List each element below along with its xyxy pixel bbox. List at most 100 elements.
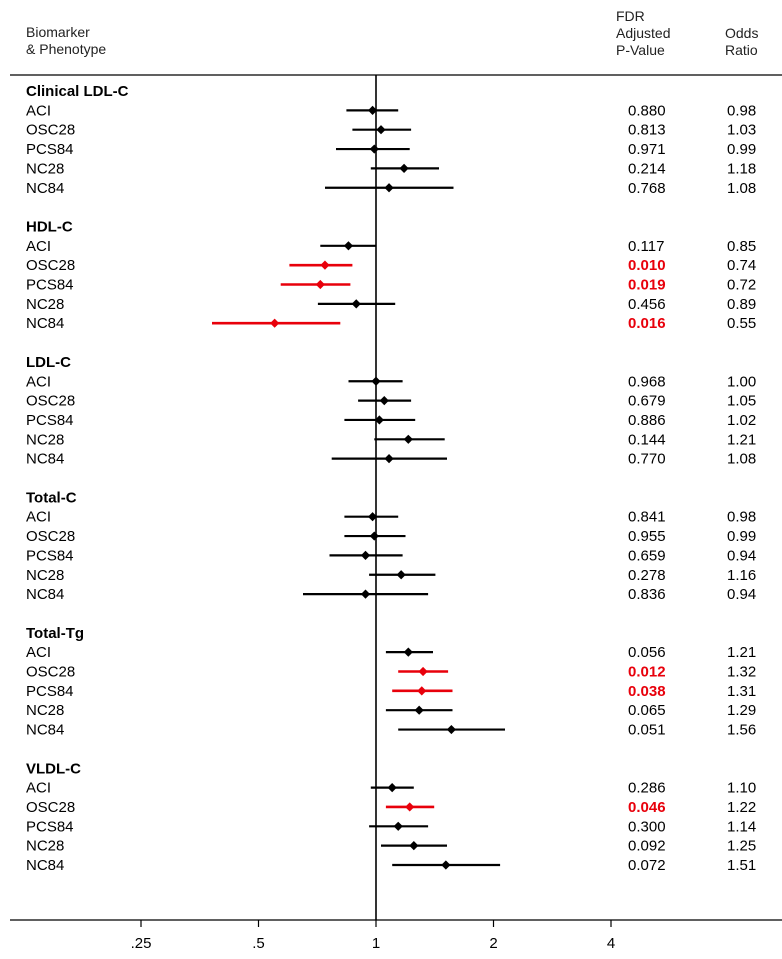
p-value: 0.092 (628, 838, 666, 855)
point-estimate (360, 589, 371, 599)
p-value: 0.659 (628, 547, 666, 564)
header-adjusted: Adjusted (616, 25, 670, 41)
odds-ratio: 0.99 (727, 141, 756, 158)
point-estimate (396, 570, 406, 580)
row-label: NC28 (26, 431, 64, 448)
x-tick-label: 1 (372, 935, 380, 952)
point-estimate (320, 260, 330, 270)
row-label: NC28 (26, 567, 64, 584)
group-title: VLDL-C (26, 760, 81, 777)
row-label: PCS84 (26, 818, 74, 835)
p-value: 0.016 (628, 315, 666, 332)
point-estimate (409, 841, 419, 851)
p-value: 0.768 (628, 180, 666, 197)
row-label: ACI (26, 780, 51, 797)
odds-ratio: 0.72 (727, 277, 756, 294)
p-value: 0.836 (628, 586, 666, 603)
row-label: NC84 (26, 586, 64, 603)
odds-ratio: 0.99 (727, 528, 756, 545)
group-title: Total-C (26, 489, 77, 506)
p-value: 0.880 (628, 102, 666, 119)
p-value: 0.214 (628, 160, 666, 177)
header-phenotype: & Phenotype (26, 41, 106, 57)
p-value: 0.770 (628, 451, 666, 468)
odds-ratio: 0.85 (727, 238, 756, 255)
point-estimate (384, 454, 394, 464)
row-label: NC28 (26, 702, 64, 719)
p-value: 0.286 (628, 780, 666, 797)
point-estimate (446, 724, 456, 735)
group-title: LDL-C (26, 354, 71, 371)
point-estimate (417, 686, 427, 696)
odds-ratio: 0.74 (727, 257, 756, 274)
point-estimate (360, 550, 371, 560)
row-label: NC84 (26, 315, 64, 332)
odds-ratio: 1.25 (727, 838, 756, 855)
row-label: PCS84 (26, 277, 74, 294)
odds-ratio: 0.89 (727, 296, 756, 313)
odds-ratio: 1.51 (727, 857, 756, 874)
odds-ratio: 1.02 (727, 412, 756, 429)
row-label: ACI (26, 238, 51, 255)
odds-ratio: 1.00 (727, 373, 756, 390)
header-odds: Odds (725, 25, 758, 41)
odds-ratio: 0.55 (727, 315, 756, 332)
row-label: OSC28 (26, 799, 75, 816)
point-estimate (403, 434, 413, 444)
row-label: ACI (26, 644, 51, 661)
row-label: OSC28 (26, 664, 75, 681)
point-estimate (418, 666, 428, 677)
p-value: 0.841 (628, 509, 666, 526)
row-label: OSC28 (26, 257, 75, 274)
p-value: 0.456 (628, 296, 666, 313)
p-value: 0.117 (628, 238, 664, 255)
row-label: NC84 (26, 451, 64, 468)
p-value: 0.971 (628, 141, 666, 158)
p-value: 0.065 (628, 702, 666, 719)
point-estimate (405, 802, 415, 812)
group-title: Total-Tg (26, 625, 84, 642)
row-label: OSC28 (26, 528, 75, 545)
row-label: ACI (26, 509, 51, 526)
header-p-value: P-Value (616, 42, 665, 58)
odds-ratio: 1.03 (727, 122, 756, 139)
odds-ratio: 1.32 (727, 664, 756, 681)
point-estimate (369, 531, 379, 541)
point-estimate (441, 860, 451, 870)
p-value: 0.955 (628, 528, 666, 545)
point-estimate (315, 279, 325, 290)
x-axis-ticks: .25 .5 1 2 4 (131, 920, 615, 952)
point-estimate (379, 396, 389, 406)
row-label: NC28 (26, 296, 64, 313)
row-label: NC28 (26, 160, 64, 177)
p-value: 0.886 (628, 412, 666, 429)
row-label: OSC28 (26, 393, 75, 410)
row-label: NC84 (26, 857, 64, 874)
point-estimate (371, 376, 381, 386)
odds-ratio: 0.94 (727, 547, 756, 564)
odds-ratio: 1.08 (727, 180, 756, 197)
row-label: ACI (26, 373, 51, 390)
point-estimate (351, 299, 361, 309)
point-estimate (384, 183, 394, 193)
p-value: 0.012 (628, 664, 666, 681)
x-tick-label: 4 (607, 935, 615, 952)
row-label: PCS84 (26, 547, 74, 564)
point-estimate (393, 821, 403, 831)
row-label: PCS84 (26, 683, 74, 700)
point-estimate (374, 415, 384, 425)
point-estimate (399, 163, 409, 173)
odds-ratio: 1.56 (727, 722, 756, 739)
p-value: 0.038 (628, 683, 666, 700)
x-tick-label: .5 (252, 935, 265, 952)
odds-ratio: 1.31 (727, 683, 756, 700)
p-value: 0.072 (628, 857, 666, 874)
row-label: OSC28 (26, 122, 75, 139)
row-label: ACI (26, 102, 51, 119)
odds-ratio: 1.21 (727, 644, 756, 661)
point-estimate (343, 241, 354, 251)
odds-ratio: 0.98 (727, 102, 756, 119)
odds-ratio: 0.94 (727, 586, 756, 603)
p-value: 0.968 (628, 373, 666, 390)
